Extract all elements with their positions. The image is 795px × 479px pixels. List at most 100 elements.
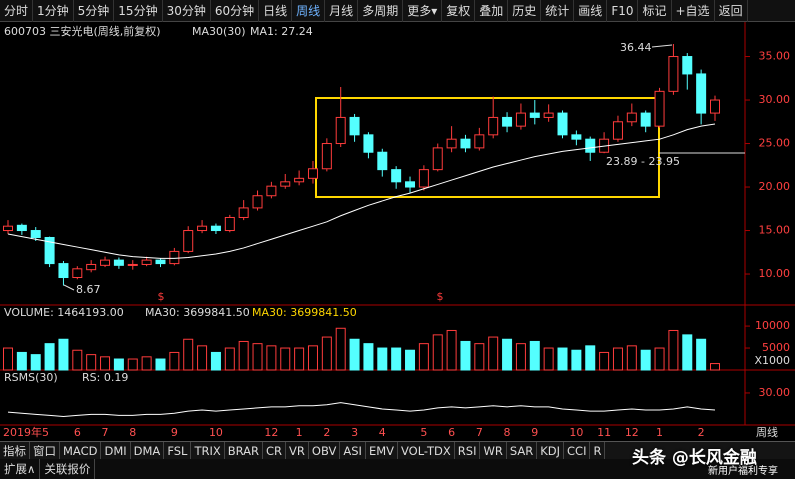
tab[interactable]: VOL-TDX bbox=[398, 441, 455, 460]
toolbar-button[interactable]: 60分钟 bbox=[211, 0, 260, 22]
x-tick-label: 3 bbox=[351, 426, 358, 439]
x-tick-label: 11 bbox=[597, 426, 611, 439]
volume-bar bbox=[682, 334, 693, 371]
toolbar-button[interactable]: 30分钟 bbox=[163, 0, 211, 22]
tab[interactable]: WR bbox=[480, 441, 507, 460]
tab[interactable]: EMV bbox=[366, 441, 398, 460]
volume-bar bbox=[72, 349, 83, 371]
tab[interactable]: BRAR bbox=[225, 441, 264, 460]
toolbar-button[interactable]: +自选 bbox=[672, 0, 715, 22]
toolbar-button[interactable]: 标记 bbox=[638, 0, 672, 22]
volume-bar bbox=[307, 345, 318, 371]
tab[interactable]: FSL bbox=[164, 441, 192, 460]
toolbar-button[interactable]: 历史 bbox=[508, 0, 542, 22]
volume-bar bbox=[280, 347, 291, 371]
footer-button[interactable]: 扩展∧ bbox=[0, 459, 41, 479]
candle-body bbox=[612, 121, 623, 140]
x-tick-label: 6 bbox=[74, 426, 81, 439]
toolbar-button[interactable]: 画线 bbox=[574, 0, 608, 22]
tab[interactable]: 指标 bbox=[0, 441, 30, 460]
tab[interactable]: CR bbox=[263, 441, 287, 460]
toolbar-button[interactable]: 复权 bbox=[442, 0, 476, 22]
x-tick-label: 1 bbox=[296, 426, 303, 439]
tab[interactable]: RSI bbox=[455, 441, 481, 460]
toolbar-button[interactable]: 更多▾ bbox=[403, 0, 443, 22]
candle-body bbox=[474, 134, 485, 149]
tab[interactable]: TRIX bbox=[191, 441, 225, 460]
tab[interactable]: R bbox=[590, 441, 606, 460]
footer-button[interactable]: 关联报价 bbox=[40, 459, 96, 479]
candle-body bbox=[460, 138, 471, 149]
volume-bar bbox=[113, 358, 124, 371]
candle-body bbox=[3, 225, 13, 232]
volume-bar bbox=[252, 343, 263, 371]
toolbar-button[interactable]: F10 bbox=[607, 0, 639, 22]
y-tick-label: 20.00 bbox=[759, 180, 791, 193]
annotation: 36.44 bbox=[620, 41, 652, 54]
tab[interactable]: SAR bbox=[507, 441, 538, 460]
volume-ma: MA30: 3699841.50 bbox=[252, 306, 357, 319]
candle-body bbox=[696, 73, 707, 114]
volume-bar bbox=[363, 343, 374, 371]
x-tick-label: 5 bbox=[420, 426, 427, 439]
volume-bar bbox=[405, 349, 416, 371]
volume-bar bbox=[557, 347, 568, 371]
candle-body bbox=[155, 259, 166, 265]
tab[interactable]: CCI bbox=[564, 441, 591, 460]
candle-body bbox=[418, 169, 429, 188]
candle-body bbox=[280, 181, 291, 187]
tab[interactable]: OBV bbox=[309, 441, 341, 460]
candle-body bbox=[141, 259, 152, 265]
candle-body bbox=[44, 236, 55, 265]
candle-body bbox=[335, 116, 346, 145]
tab-bar: 指标 窗口 MACD DMI DMA FSL TRIX BRAR CR VR OBV ASI EMV VO… bbox=[0, 441, 795, 460]
candle-body bbox=[210, 225, 221, 232]
volume-bar bbox=[169, 351, 180, 371]
candle-body bbox=[266, 185, 277, 197]
x-tick-label: 8 bbox=[129, 426, 136, 439]
toolbar-button[interactable]: 1分钟 bbox=[33, 0, 74, 22]
toolbar-button[interactable]: 返回 bbox=[715, 0, 748, 22]
candle-body bbox=[654, 90, 665, 127]
x-tick-label: 2 bbox=[698, 426, 705, 439]
volume-bar bbox=[432, 334, 443, 371]
toolbar-button[interactable]: 分时 bbox=[0, 0, 34, 22]
volume-bar bbox=[460, 340, 471, 371]
signal-icon: $ bbox=[437, 290, 444, 303]
toolbar-button[interactable]: 周线 bbox=[292, 0, 326, 22]
toolbar-button[interactable]: 叠加 bbox=[475, 0, 509, 22]
toolbar-button[interactable]: 15分钟 bbox=[114, 0, 163, 22]
signal-icon: $ bbox=[158, 290, 165, 303]
toolbar-button[interactable]: 日线 bbox=[259, 0, 293, 22]
y-tick-label: 30.00 bbox=[759, 386, 791, 399]
candle-body bbox=[307, 168, 318, 179]
candle-body bbox=[682, 56, 693, 75]
candle-body bbox=[488, 116, 499, 136]
axis-caption: 周线 bbox=[756, 425, 778, 439]
tab[interactable]: VR bbox=[286, 441, 309, 460]
tab[interactable]: DMA bbox=[131, 441, 165, 460]
toolbar-button[interactable]: 5分钟 bbox=[74, 0, 115, 22]
tab[interactable]: 窗口 bbox=[30, 441, 60, 460]
volume-bar bbox=[3, 347, 13, 371]
volume-bar bbox=[474, 343, 485, 371]
toolbar-button[interactable]: 多周期 bbox=[358, 0, 404, 22]
y-tick-label: 35.00 bbox=[759, 50, 791, 63]
x-tick-label: 10 bbox=[209, 426, 223, 439]
toolbar-button[interactable]: 统计 bbox=[541, 0, 575, 22]
volume-bar bbox=[626, 345, 637, 371]
rs-line bbox=[7, 402, 716, 417]
toolbar-button[interactable]: 月线 bbox=[325, 0, 359, 22]
candle-body bbox=[30, 230, 41, 238]
tab[interactable]: MACD bbox=[60, 441, 102, 460]
volume-bar bbox=[224, 347, 235, 371]
promo: 新用户福利专享 bbox=[708, 466, 778, 477]
volume-bar bbox=[294, 347, 305, 371]
tab[interactable]: ASI bbox=[340, 441, 366, 460]
volume-bar bbox=[654, 347, 665, 371]
tab[interactable]: DMI bbox=[101, 441, 131, 460]
rs-title: RSMS(30) bbox=[4, 371, 58, 384]
y-tick-label: 10000 bbox=[755, 319, 790, 332]
tab[interactable]: KDJ bbox=[537, 441, 565, 460]
x-tick-label: 10 bbox=[569, 426, 583, 439]
